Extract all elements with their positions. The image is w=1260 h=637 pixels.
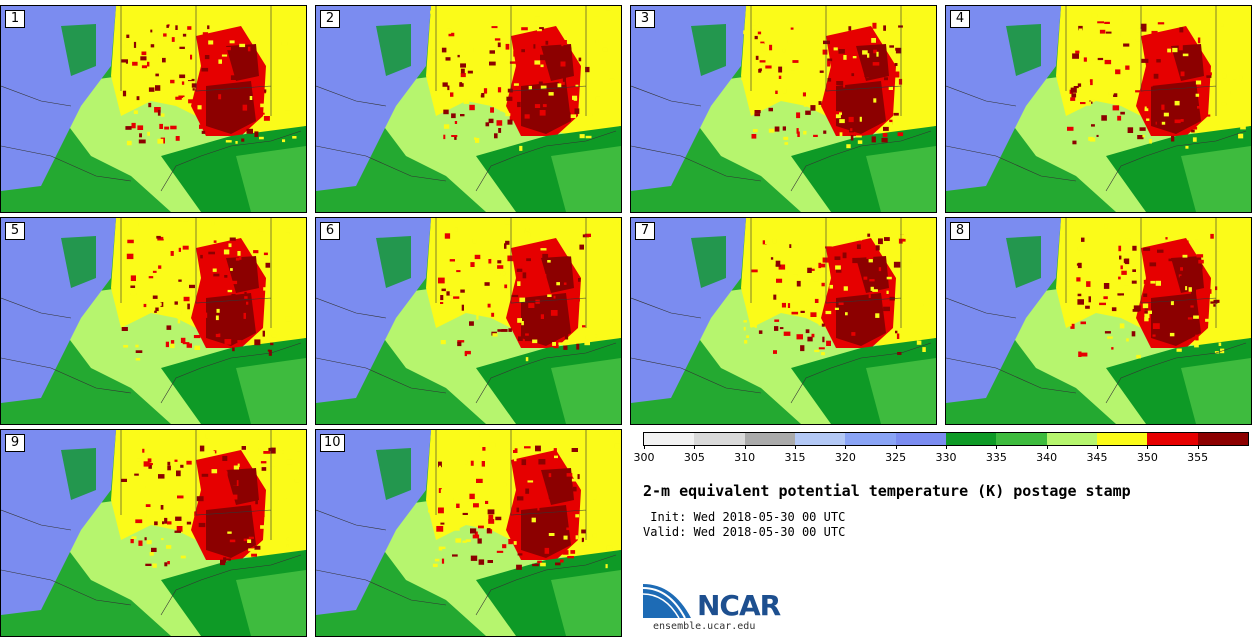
colorbar-tickmark (644, 445, 645, 449)
panel-number: 5 (5, 222, 25, 240)
colorbar-tickmark (996, 445, 998, 449)
panel-number: 10 (320, 434, 345, 452)
panel-number: 7 (635, 222, 655, 240)
valid-time: Valid: Wed 2018-05-30 00 UTC (643, 525, 846, 539)
colorbar-swatch (895, 433, 946, 445)
colorbar-swatch (845, 433, 896, 445)
map-panel: 3 (630, 5, 937, 213)
map-panel: 4 (945, 5, 1252, 213)
panel-number: 8 (950, 222, 970, 240)
colorbar-tick-label: 335 (985, 451, 1007, 464)
colorbar-swatch (694, 433, 745, 445)
colorbar-tick-label: 300 (633, 451, 655, 464)
colorbar-tickmark (694, 445, 696, 449)
colorbar-tick-label: 305 (683, 451, 705, 464)
colorbar-tick-label: 310 (734, 451, 756, 464)
init-time: Init: Wed 2018-05-30 00 UTC (643, 510, 846, 524)
colorbar-tick-label: 350 (1136, 451, 1158, 464)
colorbar-swatch (644, 433, 695, 445)
colorbar-swatch (1096, 433, 1148, 445)
colorbar-swatch (1046, 433, 1097, 445)
colorbar-tick-label: 355 (1187, 451, 1209, 464)
colorbar-tickmark (744, 445, 746, 449)
colorbar-tick-label: 320 (834, 451, 856, 464)
panel-number: 3 (635, 10, 655, 28)
logo-url: ensemble.ucar.edu (653, 621, 756, 632)
panel-number: 4 (950, 10, 970, 28)
colorbar-tickmark (946, 445, 947, 449)
map-panel: 9 (0, 429, 307, 637)
colorbar-tick-label: 330 (935, 451, 957, 464)
colorbar-swatch (1147, 433, 1198, 445)
panel-number: 2 (320, 10, 340, 28)
colorbar-tickmark (1046, 445, 1048, 449)
logo-name: NCAR (697, 589, 781, 622)
map-panel: 2 (315, 5, 622, 213)
colorbar-swatch (794, 433, 846, 445)
colorbar-tick-label: 345 (1086, 451, 1108, 464)
colorbar-tick-label: 315 (784, 451, 806, 464)
map-panel: 7 (630, 217, 937, 425)
colorbar-tick-label: 325 (885, 451, 907, 464)
colorbar-tickmark (895, 445, 897, 449)
colorbar (643, 432, 1249, 446)
colorbar-tickmark (1147, 445, 1149, 449)
colorbar-tickmark (1097, 445, 1098, 449)
plot-title: 2-m equivalent potential temperature (K)… (643, 482, 1131, 500)
colorbar-tickmark (1197, 445, 1199, 449)
map-panel: 5 (0, 217, 307, 425)
colorbar-swatch (744, 433, 795, 445)
colorbar-swatch (1197, 433, 1248, 445)
map-panel: 10 (315, 429, 622, 637)
colorbar-swatch (945, 433, 997, 445)
colorbar-swatch (996, 433, 1047, 445)
colorbar-tick-label: 340 (1036, 451, 1058, 464)
map-panel: 6 (315, 217, 622, 425)
colorbar-tickmark (845, 445, 847, 449)
colorbar-tickmark (795, 445, 796, 449)
map-panel: 8 (945, 217, 1252, 425)
map-panel: 1 (0, 5, 307, 213)
ncar-logo-icon (643, 584, 691, 619)
panel-number: 6 (320, 222, 340, 240)
panel-number: 1 (5, 10, 25, 28)
panel-number: 9 (5, 434, 25, 452)
